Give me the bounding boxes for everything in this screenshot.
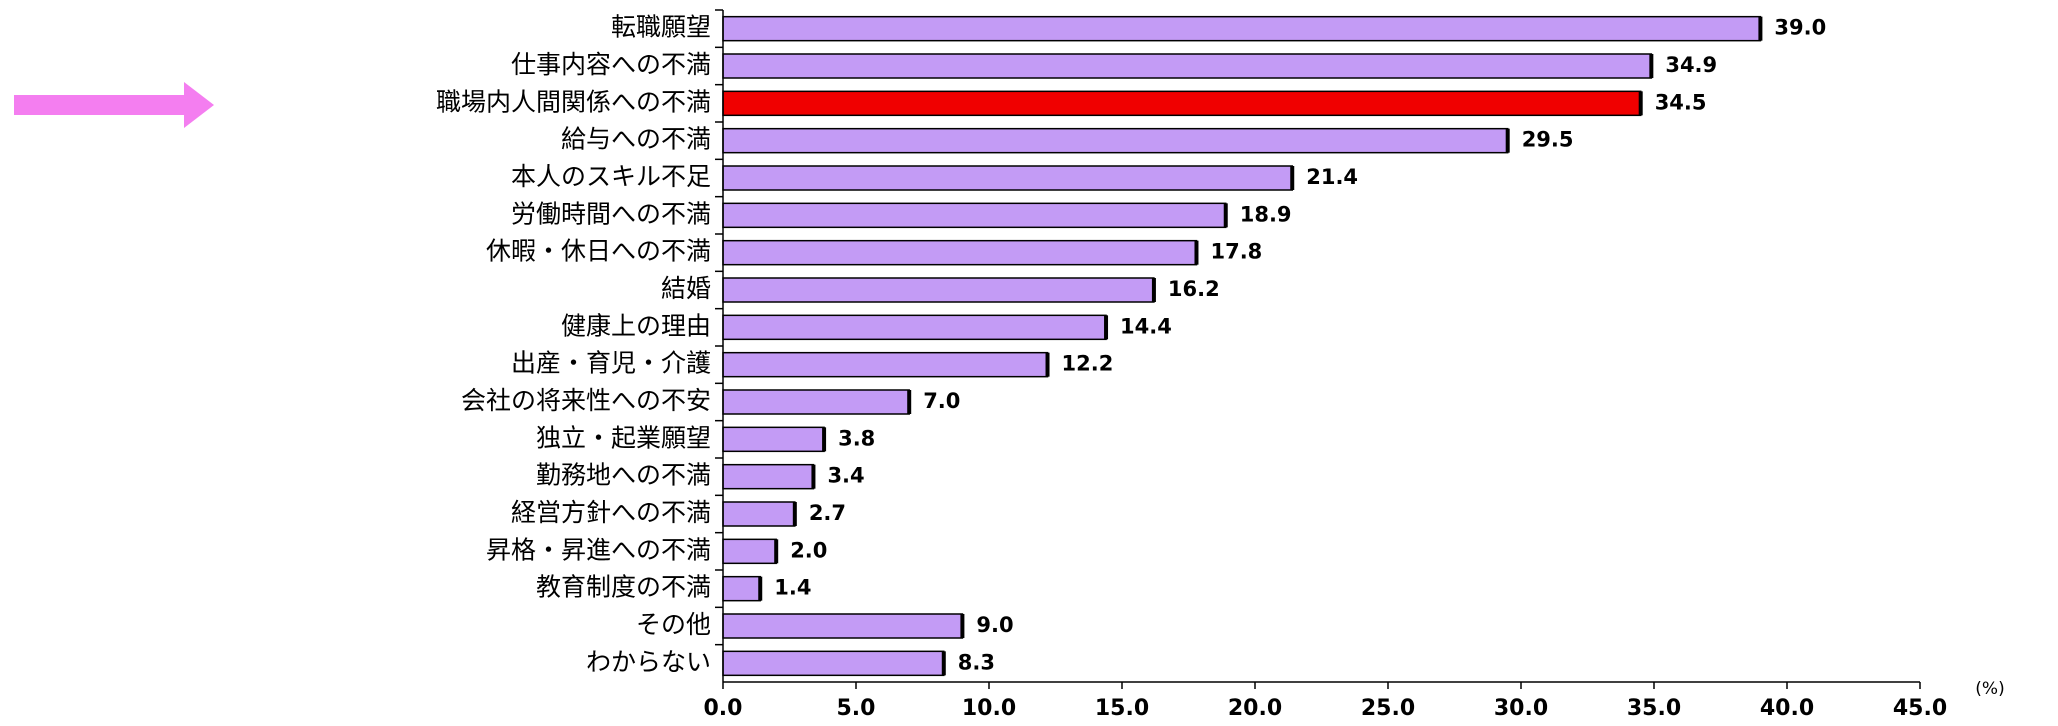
bar [722,165,1293,191]
x-tick-label: 20.0 [1228,696,1282,721]
value-label: 29.5 [1522,128,1574,152]
category-label: 職場内人間関係への不満 [436,87,711,116]
category-label: 給与への不満 [561,125,711,154]
bar [722,277,1155,303]
bar [722,351,1049,378]
x-tick-label: 45.0 [1893,696,1947,721]
category-label: 仕事内容への不満 [511,50,711,79]
bars-group: 転職願望 39.0 仕事内容への不満 34.9 職場内人間関係への不満 34.5 給与への不… [436,13,1826,677]
value-label: 16.2 [1168,277,1220,301]
value-label: 34.5 [1655,90,1707,114]
category-label: 経営方針への不満 [511,498,711,527]
highlight-arrow-icon [14,82,214,128]
category-label: 会社の将来性への不安 [461,386,711,415]
value-label: 18.9 [1240,202,1292,226]
bar-highlighted [722,90,1642,117]
value-label: 9.0 [976,613,1013,637]
bar [722,389,910,415]
category-label: 休暇・休日への不満 [486,237,711,266]
value-label: 3.8 [838,426,875,450]
axis-group: 0.0 5.0 10.0 15.0 20.0 25.0 30.0 35.0 40.0 45.0 [704,9,1947,721]
category-label: 勤務地への不満 [536,461,711,490]
value-label: 2.7 [809,501,846,525]
value-label: 34.9 [1665,53,1717,77]
bar [722,650,945,677]
category-label: 結婚 [661,274,711,303]
value-label: 21.4 [1306,165,1358,189]
value-label: 2.0 [790,538,827,562]
x-tick-label: 5.0 [837,696,876,721]
category-label: わからない [586,647,711,676]
x-axis-unit: (%) [1975,679,2004,699]
bar [722,15,1762,42]
category-label: 本人のスキル不足 [511,162,711,191]
value-label: 17.8 [1210,240,1262,264]
bar [722,314,1107,341]
x-tick-label: 10.0 [962,696,1016,721]
category-label: 転職願望 [611,13,711,42]
value-label: 3.4 [827,464,864,488]
bar [722,538,777,565]
bar [722,53,1653,79]
x-tick-label: 25.0 [1361,696,1415,721]
x-tick-label: 40.0 [1760,696,1814,721]
bar [722,613,964,639]
bar [722,202,1227,229]
value-label: 7.0 [923,389,960,413]
category-label: 教育制度の不満 [536,573,711,602]
value-label: 8.3 [958,650,995,674]
category-label: 健康上の理由 [561,311,711,340]
value-label: 12.2 [1062,352,1114,376]
category-label: 労働時間への不満 [511,199,711,228]
category-label: 出産・育児・介護 [511,349,711,378]
bar [722,239,1198,266]
category-label: 昇格・昇進への不満 [486,535,711,564]
bar [722,127,1509,154]
bar [722,501,796,527]
x-tick-label: 15.0 [1095,696,1149,721]
value-label: 14.4 [1120,314,1172,338]
bar [722,463,815,490]
value-label: 39.0 [1774,16,1826,40]
bar [722,426,825,453]
category-label: 独立・起業願望 [536,423,711,452]
x-tick-label: 30.0 [1494,696,1548,721]
x-tick-label: 0.0 [704,696,743,721]
x-tick-label: 35.0 [1627,696,1681,721]
value-label: 1.4 [774,576,811,600]
bar [722,575,761,602]
category-label: その他 [636,610,711,639]
